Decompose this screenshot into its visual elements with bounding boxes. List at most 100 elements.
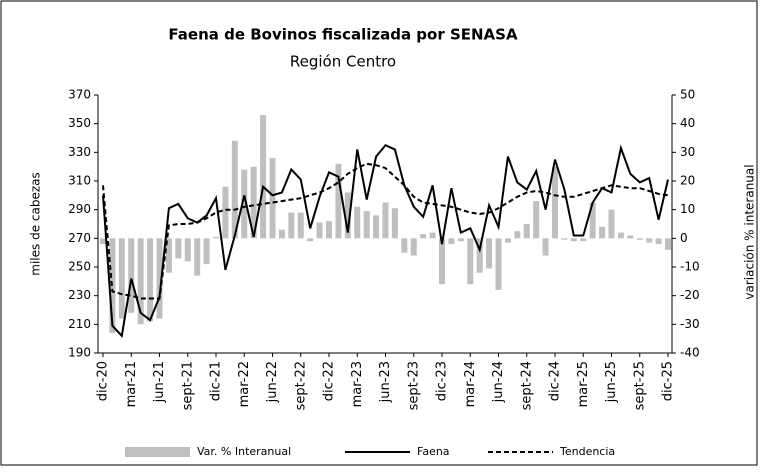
bar bbox=[165, 238, 172, 273]
bar bbox=[401, 238, 408, 253]
bar bbox=[260, 115, 267, 239]
bar bbox=[363, 211, 370, 239]
x-tick-label: sept-25 bbox=[632, 361, 647, 410]
x-tick-label: dic-21 bbox=[209, 361, 224, 401]
bar bbox=[486, 238, 493, 269]
bar bbox=[439, 238, 445, 285]
bar bbox=[278, 229, 285, 239]
bar bbox=[467, 238, 474, 285]
bar bbox=[137, 238, 144, 325]
y2-tick-label: -10 bbox=[680, 260, 700, 274]
bar bbox=[655, 238, 662, 245]
bar bbox=[589, 202, 596, 239]
bar bbox=[514, 231, 521, 239]
x-tick-label: jun-22 bbox=[265, 361, 280, 403]
bar bbox=[118, 238, 125, 319]
x-tick-label: mar-22 bbox=[237, 361, 252, 407]
bar bbox=[665, 238, 671, 250]
bar bbox=[457, 238, 464, 242]
bar bbox=[561, 238, 568, 240]
bar bbox=[608, 209, 615, 239]
legend-label: Tendencia bbox=[559, 445, 615, 458]
y2-axis-label: variación % interanual bbox=[743, 164, 757, 299]
chart-title: Faena de Bovinos fiscalizada por SENASA bbox=[168, 26, 518, 44]
bar bbox=[420, 234, 427, 239]
bar bbox=[203, 238, 210, 265]
y2-tick-label: 10 bbox=[680, 202, 695, 216]
bar bbox=[495, 238, 502, 290]
bar bbox=[570, 238, 577, 242]
bar bbox=[391, 208, 398, 239]
y-tick-label: 210 bbox=[68, 317, 91, 331]
x-tick-label: mar-21 bbox=[124, 361, 139, 407]
y-tick-label: 190 bbox=[68, 346, 91, 360]
bar bbox=[269, 158, 276, 239]
x-tick-label: dic-24 bbox=[548, 361, 563, 401]
bar bbox=[599, 226, 606, 239]
y-tick-label: 370 bbox=[68, 88, 91, 102]
bar bbox=[646, 238, 653, 243]
bar bbox=[542, 238, 549, 256]
x-tick-label: jun-24 bbox=[491, 361, 506, 403]
x-tick-label: dic-25 bbox=[661, 361, 676, 401]
y2-tick-label: 0 bbox=[680, 231, 688, 245]
bar bbox=[627, 235, 634, 239]
x-tick-label: sept-22 bbox=[293, 361, 308, 410]
bar bbox=[288, 212, 295, 239]
bar bbox=[382, 202, 389, 239]
bar bbox=[128, 238, 135, 313]
bar bbox=[241, 169, 248, 239]
line bbox=[102, 162, 669, 300]
bar bbox=[222, 186, 229, 239]
y-tick-label: 310 bbox=[68, 174, 91, 188]
bar bbox=[250, 166, 257, 239]
bar bbox=[504, 238, 511, 243]
bar bbox=[156, 238, 163, 319]
bar bbox=[523, 224, 530, 239]
chart-subtitle: Región Centro bbox=[290, 53, 396, 71]
bar bbox=[552, 166, 558, 239]
y2-tick-label: 50 bbox=[680, 88, 695, 102]
x-tick-label: jun-23 bbox=[378, 361, 393, 403]
bar bbox=[307, 238, 314, 242]
x-tick-label: mar-23 bbox=[350, 361, 365, 407]
bar bbox=[194, 238, 201, 276]
y-axis-label: miles de cabezas bbox=[29, 172, 43, 275]
x-tick-label: mar-24 bbox=[463, 361, 478, 407]
legend-swatch bbox=[125, 447, 190, 457]
bar bbox=[636, 238, 643, 240]
x-tick-label: sept-24 bbox=[519, 361, 534, 410]
bar bbox=[580, 238, 587, 242]
x-tick-label: dic-23 bbox=[435, 361, 450, 401]
legend-label: Var. % Interanual bbox=[197, 445, 291, 458]
y2-tick-label: -20 bbox=[680, 288, 700, 302]
y-tick-label: 290 bbox=[68, 202, 91, 216]
legend-label: Faena bbox=[417, 445, 450, 458]
x-tick-label: jun-21 bbox=[152, 361, 167, 403]
bar bbox=[326, 221, 332, 239]
x-tick-label: mar-25 bbox=[576, 361, 591, 407]
y2-tick-label: -30 bbox=[680, 317, 700, 331]
bar bbox=[316, 222, 323, 239]
y-tick-label: 230 bbox=[68, 288, 91, 302]
y-tick-label: 270 bbox=[68, 231, 91, 245]
x-tick-label: jun-25 bbox=[604, 361, 619, 403]
bar bbox=[213, 236, 219, 239]
y2-tick-label: 40 bbox=[680, 116, 695, 130]
bar bbox=[297, 212, 304, 239]
bar bbox=[100, 238, 106, 245]
y2-tick-label: 20 bbox=[680, 174, 695, 188]
bar bbox=[354, 206, 361, 239]
bar bbox=[448, 238, 455, 245]
y-tick-label: 330 bbox=[68, 145, 91, 159]
bar bbox=[476, 238, 483, 273]
bar bbox=[175, 238, 182, 259]
x-tick-label: dic-20 bbox=[96, 361, 111, 401]
bar bbox=[533, 201, 540, 239]
bar bbox=[344, 192, 351, 239]
bar bbox=[231, 140, 238, 239]
x-tick-label: sept-23 bbox=[406, 361, 421, 410]
bar bbox=[373, 215, 380, 239]
bar bbox=[184, 238, 191, 262]
